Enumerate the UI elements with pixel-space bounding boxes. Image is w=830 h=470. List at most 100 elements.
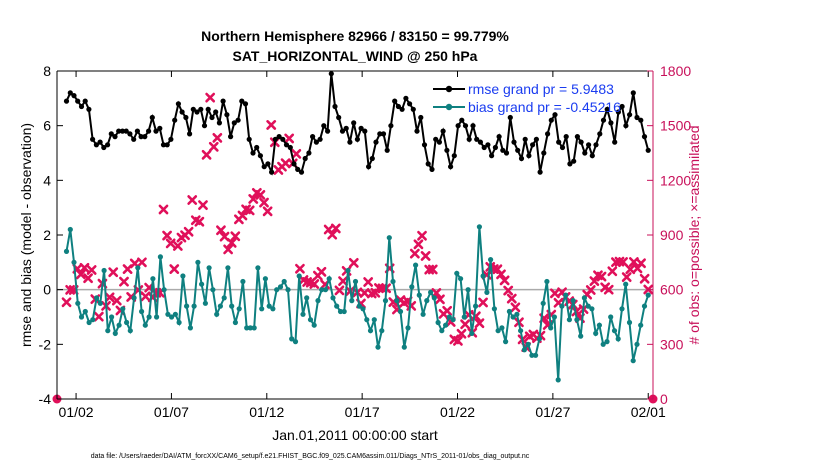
obs-assimilated-marker [75,269,86,280]
obs-assimilated-marker [104,292,115,303]
rmse-point [71,93,77,99]
x-tick-label: 01/17 [345,404,380,420]
bias-point [135,265,141,271]
bias-point [225,265,231,271]
obs-assimilated-marker [162,230,172,241]
bias-point [296,273,302,279]
obs-assimilated-marker [61,297,72,308]
rmse-point [231,120,237,126]
bias-point [431,295,437,301]
bias-point [630,358,636,364]
obs-assimilated-marker [456,328,467,339]
bias-point [604,339,610,345]
bias-point [379,328,385,334]
bias-point [217,303,223,309]
rmse-point [242,101,249,107]
bias-point [405,325,411,331]
rmse-point [123,128,129,134]
rmse-point [78,103,85,110]
rmse-point [470,123,476,129]
bias-point [488,257,494,263]
bias-point [172,311,178,317]
bias-point [161,287,167,293]
bias-point [304,295,310,301]
bias-point [165,311,171,317]
rmse-point [369,155,375,162]
rmse-point [228,134,234,140]
x-tick-label: 01/07 [154,404,189,420]
obs-assimilated-marker [338,276,348,287]
bias-point [416,292,422,298]
rmse-point [224,112,230,118]
obs-assimilated-marker [359,288,370,298]
bias-point [551,314,558,320]
y-left-tick-label: -2 [39,336,52,352]
obs-assimilated-marker [409,248,420,259]
rmse-point [75,98,81,104]
bias-point [409,284,415,290]
bias-point [435,319,441,326]
bias-point [270,306,276,312]
rmse-point [511,139,517,145]
bias-point [259,306,265,312]
bias-point [124,319,130,326]
rmse-point [500,147,506,153]
y-left-tick-label: -4 [39,391,52,407]
bias-point [221,295,227,301]
rmse-point [336,114,342,121]
rmse-point [466,136,472,142]
y-left-tick-label: 2 [43,227,51,243]
rmse-point [198,106,204,112]
rmse-point [157,125,163,131]
bias-point [187,325,193,331]
bias-point [199,281,205,287]
bias-point [206,265,212,271]
rmse-point [380,131,387,137]
rmse-point [112,134,118,140]
rmse-point [201,123,208,129]
bias-point [619,306,625,312]
rmse-point [638,117,644,123]
rmse-point [574,134,581,140]
rmse-point [627,112,633,118]
rmse-point [477,139,483,145]
bias-point [367,328,374,334]
rmse-point [302,155,308,162]
bias-point [518,328,524,334]
rmse-point [619,103,625,110]
rmse-point [101,144,107,151]
bias-point [109,314,115,320]
rmse-point [254,144,260,151]
bias-point [600,341,606,347]
obs-assimilated-marker [585,285,596,295]
bias-point [274,287,280,293]
bias-point [506,308,512,315]
rmse-point [537,169,543,175]
bias-point [615,336,621,342]
rmse-point [582,150,588,156]
obs-assimilated-marker [453,335,463,346]
rmse-point [265,161,271,167]
rmse-point [571,158,577,164]
obs-assimilated-marker [165,238,176,249]
rmse-point [116,128,122,134]
bias-point [397,308,404,315]
bias-point [244,325,250,331]
rmse-point [433,136,439,142]
obs-assimilated-marker [295,263,305,274]
obs-assimilated-marker [198,200,208,211]
rmse-point [597,131,603,137]
rmse-point [82,98,88,104]
rmse-point [503,150,510,156]
bias-point [641,303,648,309]
bias-point [495,328,501,334]
obs-assimilated-marker [413,239,424,250]
rmse-point [429,166,435,172]
bias-point [469,330,475,336]
y-right-tick-label: 1500 [660,118,691,134]
bias-point [334,303,340,309]
bias-point [251,325,257,331]
obs-assimilated-marker [119,276,129,287]
obs-assimilated-marker [137,257,147,268]
bias-point [589,306,595,312]
